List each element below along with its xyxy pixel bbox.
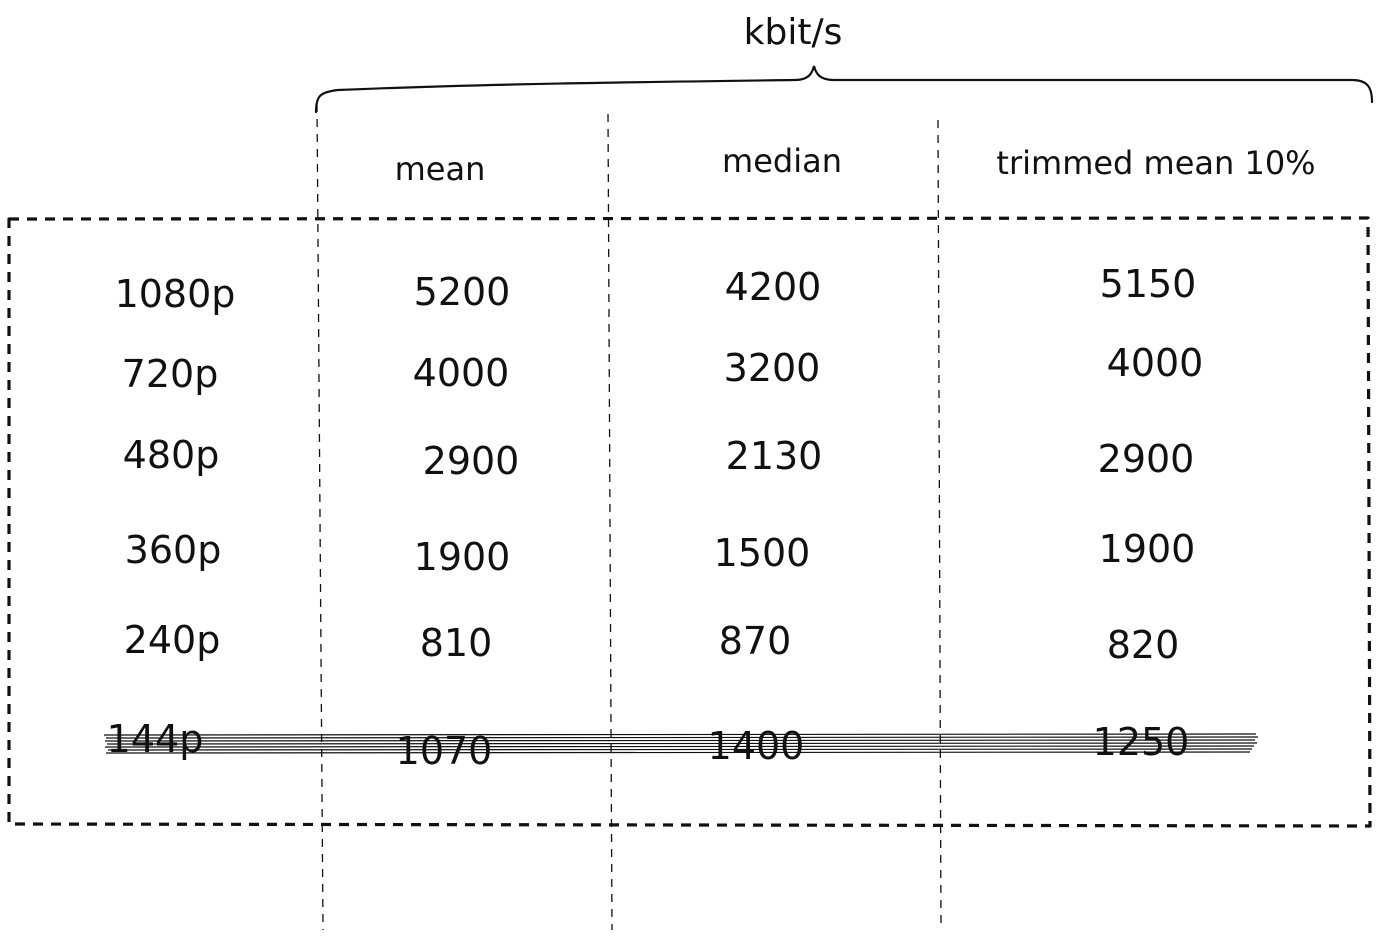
column-divider-2: [607, 113, 613, 931]
cell-mean: 810: [420, 621, 493, 665]
curly-brace: [314, 65, 1374, 114]
cell-mean: 2900: [423, 439, 520, 483]
table-row-struck: 144p 1070 1400 1250: [103, 717, 1259, 773]
column-divider-1: [316, 103, 324, 931]
strikethrough-scribble: [103, 733, 1259, 754]
table-row: 360p 1900 1500 1900: [125, 527, 1196, 579]
cell-median: 870: [719, 619, 792, 663]
row-label: 480p: [123, 433, 220, 477]
table-row: 720p 4000 3200 4000: [122, 341, 1204, 396]
table-row: 240p 810 870 820: [124, 618, 1180, 667]
row-label: 720p: [122, 352, 219, 396]
unit-label: kbit/s: [744, 12, 843, 53]
cell-median: 4200: [725, 265, 822, 309]
row-label: 360p: [125, 528, 222, 572]
table-row: 1080p 5200 4200 5150: [115, 262, 1197, 316]
cell-trimmed-mean: 820: [1107, 623, 1180, 667]
data-frame: [7, 216, 1372, 828]
row-label: 144p: [107, 717, 204, 761]
cell-mean: 1900: [414, 535, 511, 579]
table-row: 480p 2900 2130 2900: [123, 433, 1195, 483]
cell-median: 3200: [724, 346, 821, 390]
cell-median: 2130: [726, 434, 823, 478]
cell-trimmed-mean: 1900: [1099, 527, 1196, 571]
row-label: 240p: [124, 618, 221, 662]
column-header-mean: mean: [395, 150, 486, 188]
cell-trimmed-mean: 5150: [1100, 262, 1197, 306]
cell-mean: 1070: [396, 729, 493, 773]
cell-trimmed-mean: 2900: [1098, 437, 1195, 481]
column-header-median: median: [722, 142, 842, 180]
column-header-trimmed-mean: trimmed mean 10%: [996, 144, 1315, 182]
cell-mean: 5200: [414, 270, 511, 314]
column-divider-3: [937, 119, 942, 931]
cell-mean: 4000: [413, 351, 510, 395]
cell-trimmed-mean: 1250: [1093, 720, 1190, 764]
cell-median: 1500: [714, 531, 811, 575]
cell-trimmed-mean: 4000: [1107, 341, 1204, 385]
row-label: 1080p: [115, 272, 236, 316]
